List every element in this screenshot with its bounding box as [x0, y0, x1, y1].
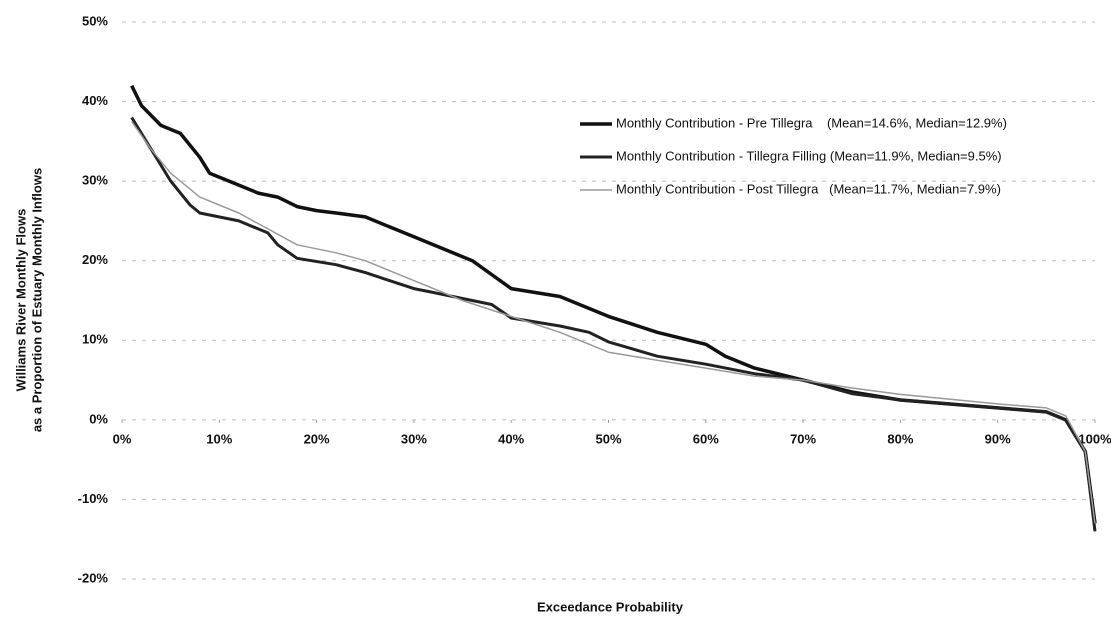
y-axis-label: Williams River Monthly Flows as a Propor…: [13, 168, 44, 432]
x-tick-label: 30%: [401, 431, 427, 446]
y-tick-label: 10%: [82, 332, 108, 347]
y-tick-label: 30%: [82, 173, 108, 188]
x-tick-label: 60%: [693, 431, 719, 446]
x-tick-label: 10%: [206, 431, 232, 446]
y-tick-label: 20%: [82, 252, 108, 267]
x-tick-label: 0%: [113, 431, 132, 446]
legend-label: Monthly Contribution - Pre Tillegra (Mea…: [616, 115, 1007, 130]
y-tick-label: 0%: [89, 411, 108, 426]
line-series: [131, 121, 1096, 524]
y-axis-label-line: as a Proportion of Estuary Monthly Inflo…: [29, 168, 44, 432]
y-axis-label-line: Williams River Monthly Flows: [13, 209, 28, 392]
x-tick-label: 80%: [887, 431, 913, 446]
y-tick-label: -20%: [78, 570, 109, 585]
x-tick-label: 50%: [595, 431, 621, 446]
line-series: [130, 116, 1097, 532]
x-tick-label: 100%: [1078, 431, 1111, 446]
x-axis-label: Exceedance Probability: [537, 599, 684, 614]
y-tick-label: -10%: [78, 491, 109, 506]
x-tick-label: 40%: [498, 431, 524, 446]
x-tick-label: 20%: [304, 431, 330, 446]
x-tick-label: 70%: [790, 431, 816, 446]
legend-label: Monthly Contribution - Post Tillegra (Me…: [616, 181, 1001, 196]
y-tick-label: 40%: [82, 93, 108, 108]
x-tick-label: 90%: [985, 431, 1011, 446]
y-tick-label: 50%: [82, 13, 108, 28]
legend-label: Monthly Contribution - Tillegra Filling …: [616, 148, 1002, 163]
